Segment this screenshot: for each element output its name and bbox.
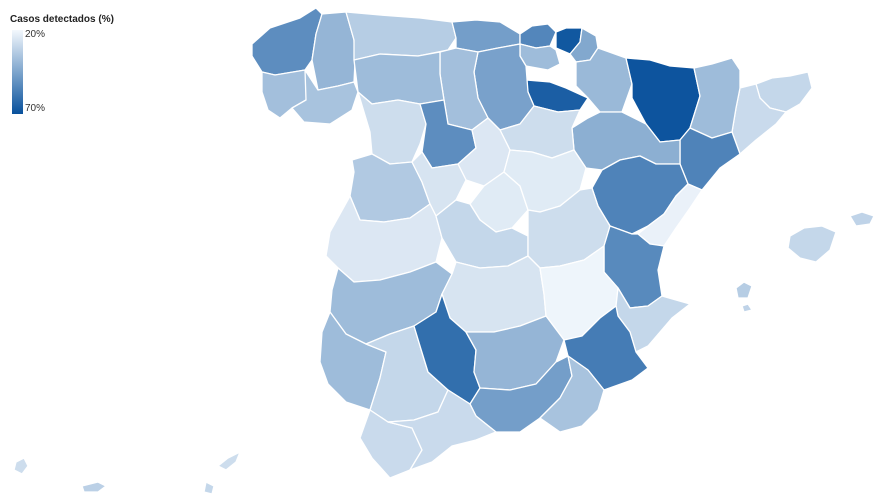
region-formentera bbox=[741, 303, 753, 313]
region-tarragona bbox=[679, 127, 741, 191]
region-malaga bbox=[387, 389, 497, 471]
legend-color-ramp bbox=[12, 30, 23, 114]
region-a-coruna bbox=[251, 7, 323, 76]
region-alboran-1 bbox=[217, 451, 241, 471]
region-zamora bbox=[357, 91, 427, 165]
region-lleida bbox=[689, 57, 741, 139]
region-ibiza bbox=[735, 281, 753, 299]
legend-title: Casos detectados (%) bbox=[10, 14, 114, 25]
region-bizkaia bbox=[519, 23, 557, 49]
region-mallorca bbox=[787, 225, 837, 263]
legend-min-label: 20% bbox=[25, 29, 46, 40]
region-lugo bbox=[311, 11, 356, 91]
legend-max-label: 70% bbox=[25, 103, 46, 114]
region-melilla bbox=[81, 481, 107, 493]
region-menorca bbox=[849, 211, 875, 227]
legend-scale: 20% 70% bbox=[10, 30, 114, 114]
region-ourense bbox=[291, 69, 359, 125]
region-alboran-2 bbox=[203, 481, 215, 495]
region-ciudad-real bbox=[441, 255, 547, 333]
region-leon bbox=[353, 51, 445, 105]
region-ceuta bbox=[13, 457, 29, 475]
region-almeria bbox=[539, 355, 605, 433]
map-legend: Casos detectados (%) 20% 70% bbox=[10, 14, 114, 114]
